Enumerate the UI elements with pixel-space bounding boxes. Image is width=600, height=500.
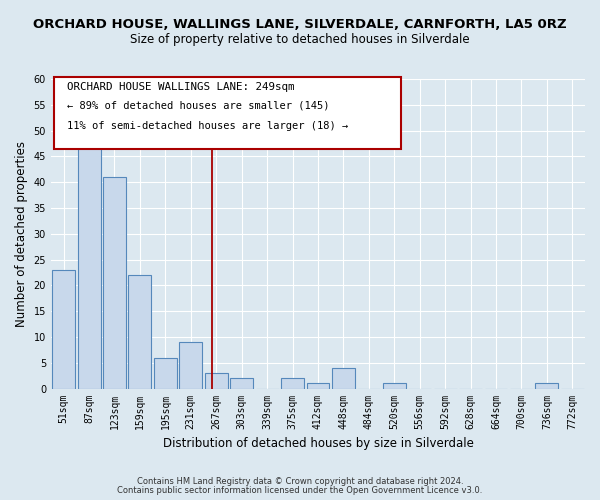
Bar: [230, 378, 253, 388]
Bar: [383, 384, 406, 388]
Bar: [128, 275, 151, 388]
Y-axis label: Number of detached properties: Number of detached properties: [15, 141, 28, 327]
Text: Size of property relative to detached houses in Silverdale: Size of property relative to detached ho…: [130, 32, 470, 46]
Bar: [77, 130, 101, 388]
Bar: [281, 378, 304, 388]
Text: Contains HM Land Registry data © Crown copyright and database right 2024.: Contains HM Land Registry data © Crown c…: [137, 477, 463, 486]
Text: ← 89% of detached houses are smaller (145): ← 89% of detached houses are smaller (14…: [67, 100, 329, 110]
X-axis label: Distribution of detached houses by size in Silverdale: Distribution of detached houses by size …: [163, 437, 473, 450]
Text: ORCHARD HOUSE, WALLINGS LANE, SILVERDALE, CARNFORTH, LA5 0RZ: ORCHARD HOUSE, WALLINGS LANE, SILVERDALE…: [33, 18, 567, 30]
Bar: [52, 270, 75, 388]
Bar: [332, 368, 355, 388]
Text: ORCHARD HOUSE WALLINGS LANE: 249sqm: ORCHARD HOUSE WALLINGS LANE: 249sqm: [67, 82, 295, 92]
FancyBboxPatch shape: [53, 78, 401, 148]
Bar: [307, 384, 329, 388]
Bar: [103, 177, 126, 388]
Text: 11% of semi-detached houses are larger (18) →: 11% of semi-detached houses are larger (…: [67, 121, 348, 131]
Bar: [179, 342, 202, 388]
Bar: [154, 358, 177, 388]
Bar: [205, 373, 227, 388]
Bar: [535, 384, 558, 388]
Text: Contains public sector information licensed under the Open Government Licence v3: Contains public sector information licen…: [118, 486, 482, 495]
